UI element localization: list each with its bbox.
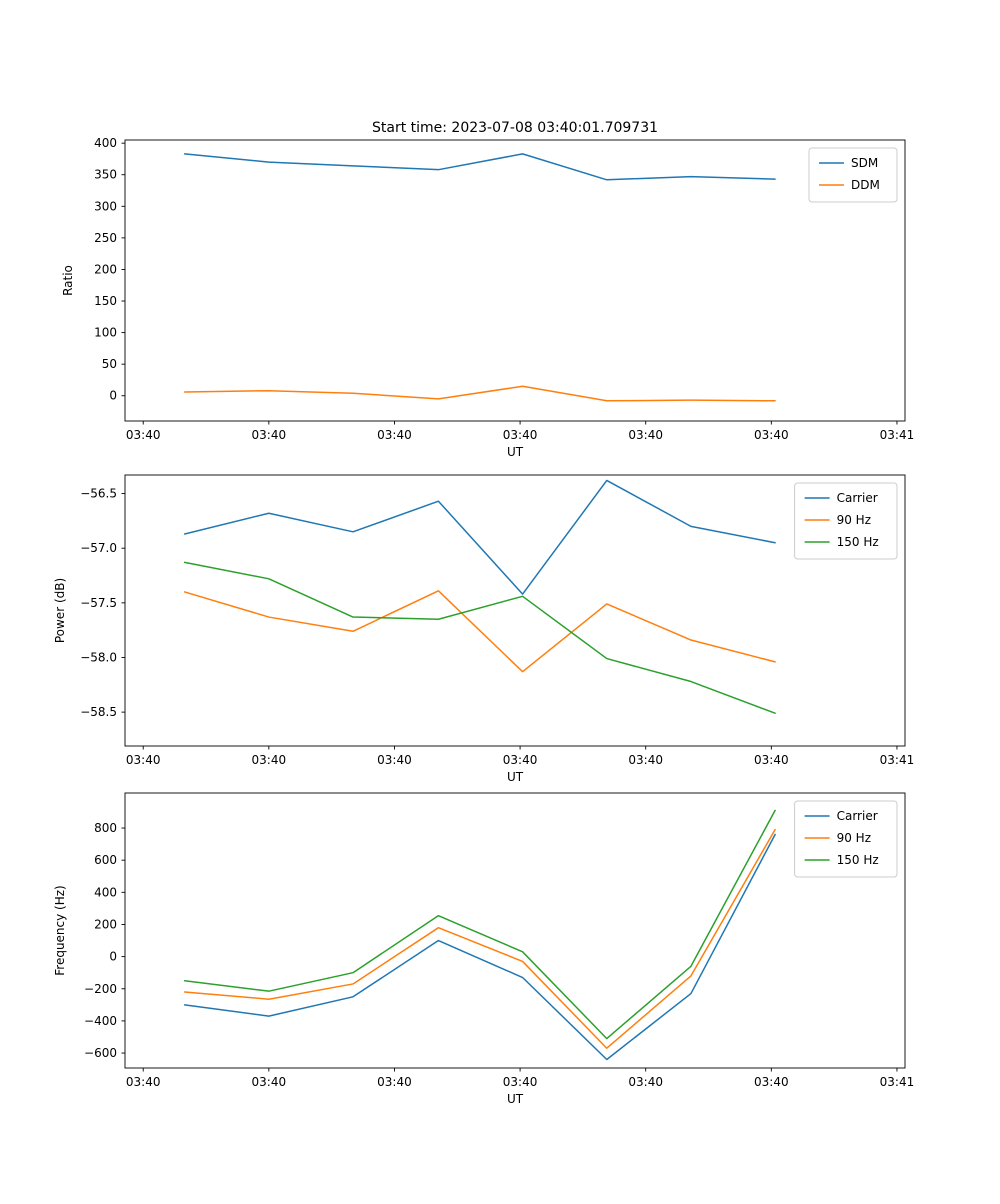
power-chart-series-150-hz [183,561,776,714]
y-tick-label: 300 [94,199,117,213]
ratio-chart-ylabel: Ratio [61,265,75,296]
x-tick-label: 03:40 [503,428,538,442]
y-tick-label: −56.5 [80,487,117,501]
ratio-chart-xlabel: UT [507,445,524,459]
ratio-chart-axes [124,139,906,422]
y-tick-label: 0 [109,950,117,964]
y-tick-label: 200 [94,917,117,931]
frequency-chart-series-150-hz [183,809,776,1040]
y-tick-label: −400 [84,1014,117,1028]
frequency-chart-ylabel: Frequency (Hz) [53,885,67,976]
y-tick-label: 400 [94,136,117,150]
x-tick-label: 03:40 [503,753,538,767]
legend-label: Carrier [837,809,878,823]
x-tick-label: 03:40 [377,753,412,767]
frequency-chart-legend [794,800,898,878]
x-tick-label: 03:40 [252,428,287,442]
legend-label: DDM [851,178,880,192]
y-tick-label: −58.0 [80,650,117,664]
y-tick-label: 400 [94,885,117,899]
x-tick-label: 03:40 [754,1075,789,1089]
legend-label: SDM [851,156,878,170]
x-tick-label: 03:40 [503,1075,538,1089]
x-tick-label: 03:40 [126,753,161,767]
power-chart-legend [794,482,898,560]
x-tick-label: 03:40 [252,1075,287,1089]
power-chart-series-carrier [183,479,776,595]
y-tick-label: −58.5 [80,705,117,719]
y-tick-label: −600 [84,1046,117,1060]
x-tick-label: 03:40 [377,1075,412,1089]
ratio-chart-legend [808,147,898,203]
x-tick-label: 03:40 [628,753,663,767]
x-tick-label: 03:40 [754,753,789,767]
x-tick-label: 03:40 [377,428,412,442]
x-tick-label: 03:40 [754,428,789,442]
x-tick-label: 03:40 [628,1075,663,1089]
legend-label: 150 Hz [837,853,879,867]
x-tick-label: 03:41 [880,428,915,442]
x-tick-label: 03:40 [252,753,287,767]
y-tick-label: 0 [109,389,117,403]
y-tick-label: 200 [94,262,117,276]
x-tick-label: 03:41 [880,1075,915,1089]
y-tick-label: −57.0 [80,541,117,555]
y-tick-label: 100 [94,326,117,340]
frequency-chart-xlabel: UT [507,1092,524,1106]
y-tick-label: 50 [102,357,117,371]
ratio-chart-series-ddm [183,385,776,402]
power-chart-series-90-hz [183,590,776,673]
frequency-chart-series-90-hz [183,828,776,1049]
power-chart-ylabel: Power (dB) [53,578,67,643]
y-tick-label: 600 [94,853,117,867]
legend-label: 90 Hz [837,831,871,845]
legend-label: 150 Hz [837,535,879,549]
y-tick-label: −57.5 [80,596,117,610]
ratio-chart: 03:40 03:40 03:40 03:40 03:40 03:40 03:41 0 50 10… [61,136,914,459]
y-tick-label: 150 [94,294,117,308]
y-tick-label: 250 [94,231,117,245]
x-tick-label: 03:41 [880,753,915,767]
figure-title: Start time: 2023-07-08 03:40:01.709731 [372,120,658,136]
power-chart-xlabel: UT [507,770,524,784]
y-tick-label: −200 [84,982,117,996]
y-tick-label: 800 [94,821,117,835]
power-chart: 03:40 03:40 03:40 03:40 03:40 03:40 03:41 −56.5… [53,474,915,784]
legend-label: Carrier [837,491,878,505]
y-tick-label: 350 [94,168,117,182]
x-tick-label: 03:40 [126,428,161,442]
frequency-chart-axes [124,792,906,1069]
x-tick-label: 03:40 [126,1075,161,1089]
ratio-chart-series-sdm [183,153,776,181]
frequency-chart: 03:40 03:40 03:40 03:40 03:40 03:40 03:41 800 60… [53,792,915,1106]
frequency-chart-series-carrier [183,833,776,1061]
power-chart-axes [124,474,906,747]
x-tick-label: 03:40 [628,428,663,442]
legend-label: 90 Hz [837,513,871,527]
